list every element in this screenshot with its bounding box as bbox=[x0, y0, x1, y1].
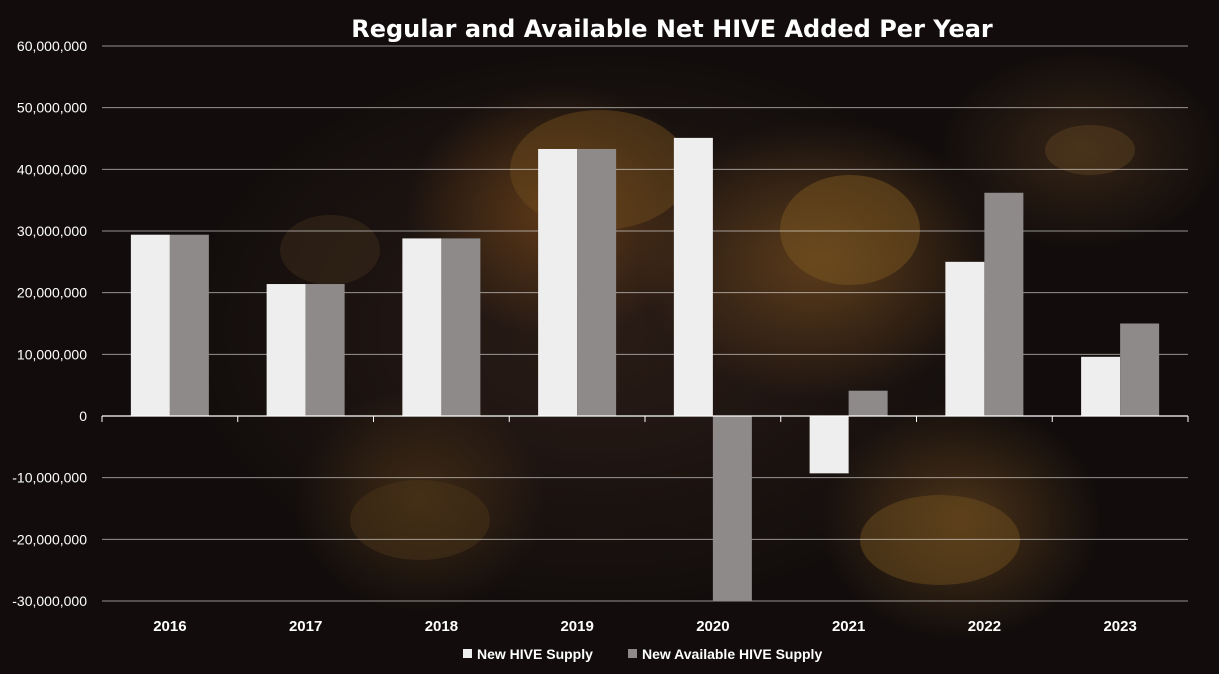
x-tick-label: 2016 bbox=[153, 618, 186, 635]
x-axis-tick-labels: 2016 2017 2018 2019 2020 2021 2022 2023 bbox=[153, 618, 1137, 635]
chart-title: Regular and Available Net HIVE Added Per… bbox=[351, 15, 993, 43]
y-tick-label: 20,000,000 bbox=[17, 285, 87, 301]
legend-swatch-new-available-hive-supply bbox=[628, 649, 637, 658]
x-tick-label: 2019 bbox=[560, 618, 593, 635]
bar-new-hive-supply-2022 bbox=[945, 261, 985, 416]
x-tick-label: 2020 bbox=[696, 618, 729, 635]
y-tick-label: -20,000,000 bbox=[12, 531, 87, 547]
bars bbox=[130, 137, 1160, 601]
bar-new-hive-supply-2018 bbox=[402, 238, 442, 416]
legend: New HIVE Supply New Available HIVE Suppl… bbox=[463, 646, 822, 662]
x-tick-label: 2022 bbox=[968, 618, 1001, 635]
bar-new-available-hive-supply-2020 bbox=[712, 416, 752, 601]
bar-new-hive-supply-2020 bbox=[673, 137, 713, 416]
legend-swatch-new-hive-supply bbox=[463, 649, 472, 658]
y-tick-label: -10,000,000 bbox=[12, 470, 87, 486]
x-tick-label: 2021 bbox=[832, 618, 865, 635]
bar-new-available-hive-supply-2016 bbox=[169, 234, 209, 416]
bar-new-hive-supply-2016 bbox=[130, 234, 170, 416]
x-tick-label: 2023 bbox=[1103, 618, 1136, 635]
bar-new-available-hive-supply-2018 bbox=[441, 238, 481, 416]
legend-label-new-hive-supply: New HIVE Supply bbox=[477, 646, 593, 662]
bar-new-hive-supply-2017 bbox=[266, 284, 306, 416]
legend-label-new-available-hive-supply: New Available HIVE Supply bbox=[642, 646, 822, 662]
y-tick-label: 60,000,000 bbox=[17, 38, 87, 54]
bar-new-hive-supply-2019 bbox=[538, 148, 578, 416]
y-tick-label: 40,000,000 bbox=[17, 161, 87, 177]
x-tick-label: 2017 bbox=[289, 618, 322, 635]
x-tick-label: 2018 bbox=[425, 618, 458, 635]
y-tick-label: 30,000,000 bbox=[17, 223, 87, 239]
bar-new-hive-supply-2023 bbox=[1081, 356, 1121, 416]
bar-new-available-hive-supply-2017 bbox=[305, 284, 345, 416]
bar-new-hive-supply-2021 bbox=[809, 416, 849, 474]
y-tick-label: 50,000,000 bbox=[17, 100, 87, 116]
y-axis-tick-labels: 60,000,000 50,000,000 40,000,000 30,000,000… bbox=[12, 38, 87, 609]
y-tick-label: 10,000,000 bbox=[17, 346, 87, 362]
y-tick-label: -30,000,000 bbox=[12, 593, 87, 609]
x-axis bbox=[101, 415, 1189, 422]
bar-new-available-hive-supply-2021 bbox=[848, 390, 888, 416]
bar-new-available-hive-supply-2019 bbox=[577, 148, 617, 416]
bar-new-available-hive-supply-2023 bbox=[1120, 323, 1160, 416]
y-tick-label: 0 bbox=[79, 408, 87, 424]
bar-new-available-hive-supply-2022 bbox=[984, 192, 1024, 416]
